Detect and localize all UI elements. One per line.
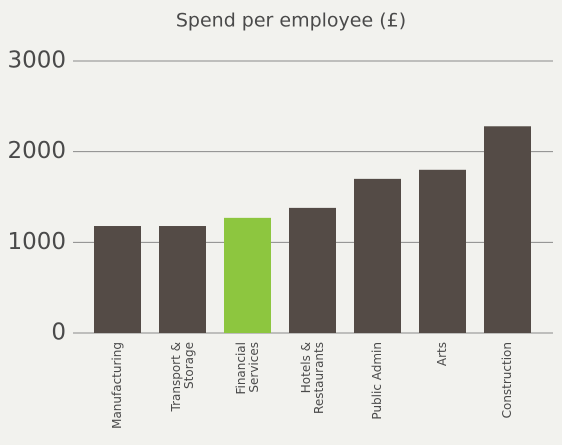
y-tick-label: 1000 xyxy=(7,229,66,255)
y-tick-label: 0 xyxy=(51,320,66,346)
bar xyxy=(224,217,271,333)
x-tick-label: Public Admin xyxy=(370,342,384,420)
x-tick-label: Arts xyxy=(435,342,449,366)
bar xyxy=(419,169,466,333)
x-tick-label: Construction xyxy=(500,342,514,418)
x-tick-label: Transport &Storage xyxy=(168,342,195,412)
bar xyxy=(94,226,141,333)
x-tick-label: Hotels &Restaurants xyxy=(298,342,325,414)
bar xyxy=(354,178,401,333)
y-tick-label: 2000 xyxy=(7,138,66,164)
bar xyxy=(159,226,206,333)
y-tick-label: 3000 xyxy=(7,48,66,74)
x-tick-label: FinancialServices xyxy=(233,342,260,395)
chart-title: Spend per employee (£) xyxy=(176,10,406,32)
bar xyxy=(289,207,336,333)
bar xyxy=(484,126,531,333)
x-tick-label: Manufacturing xyxy=(110,342,124,429)
